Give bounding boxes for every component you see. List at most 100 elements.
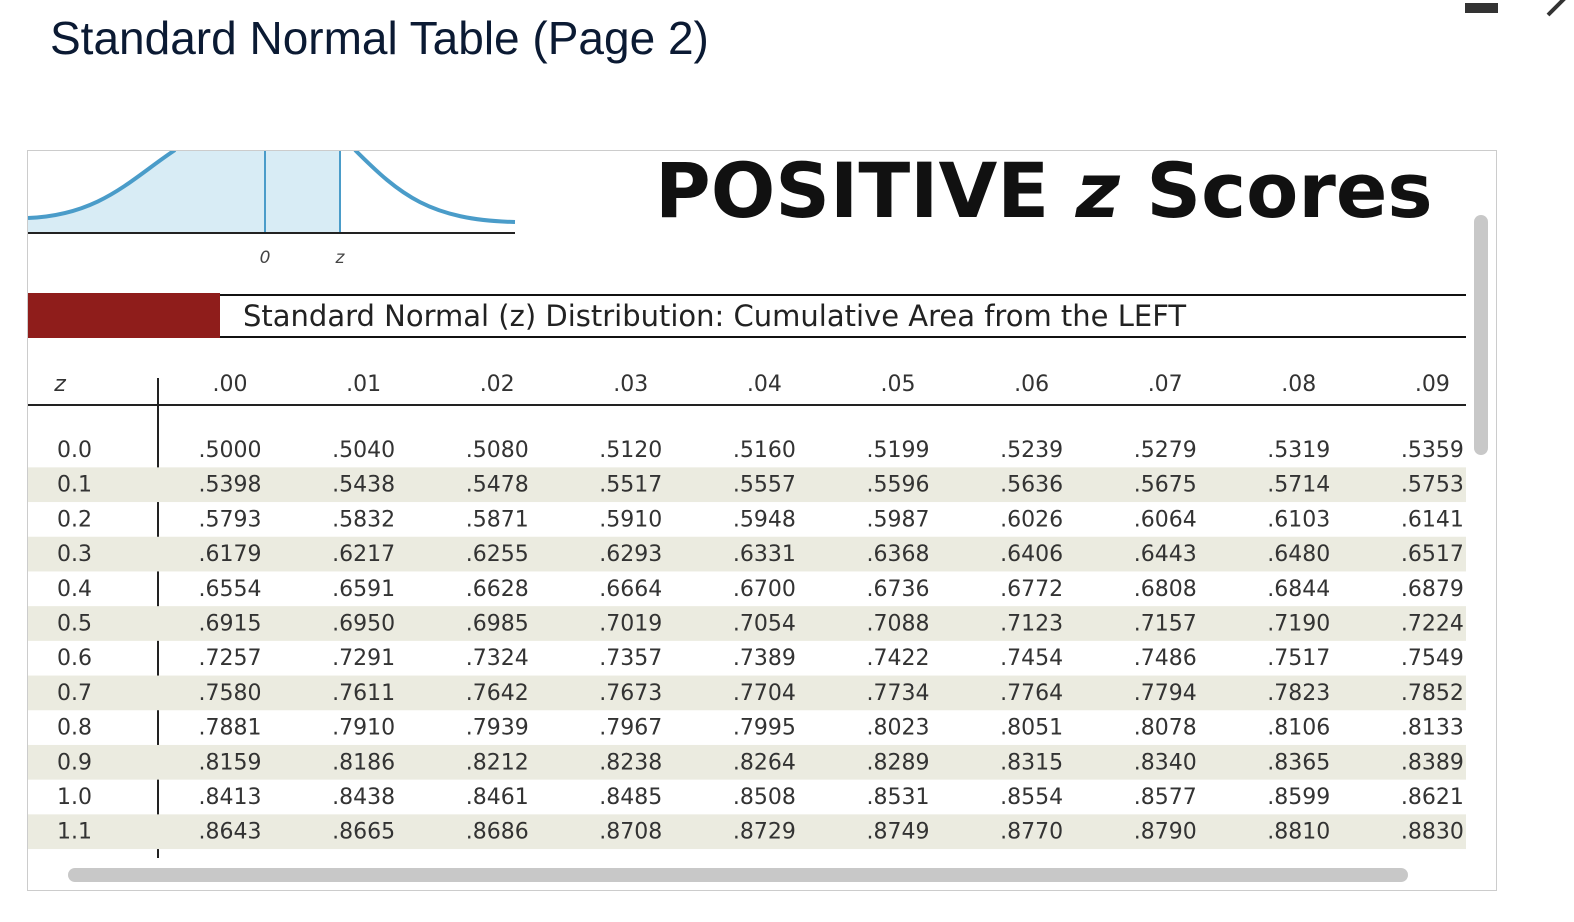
column-header: .01 (346, 372, 381, 397)
cell: .7389 (733, 646, 796, 671)
cell: .8729 (733, 820, 796, 845)
column-header: .09 (1415, 372, 1450, 397)
column-header: .06 (1014, 372, 1049, 397)
cell: .5910 (599, 507, 662, 532)
cell: .6141 (1401, 507, 1464, 532)
cell: .7291 (332, 646, 395, 671)
cell: .8599 (1267, 785, 1330, 810)
subtitle: Standard Normal (z) Distribution: Cumula… (243, 299, 1186, 333)
cell: .8643 (199, 820, 262, 845)
curve (28, 151, 177, 220)
cell: .6591 (332, 577, 395, 602)
subtitle-rule (220, 294, 1466, 338)
cell: .6406 (1000, 542, 1063, 567)
cell: .5793 (199, 507, 262, 532)
z-value: 0.4 (57, 577, 92, 602)
cell: .8708 (599, 820, 662, 845)
curve-fill (265, 151, 340, 232)
cell: .8133 (1401, 716, 1464, 741)
cell: .8186 (332, 750, 395, 775)
cell: .5000 (199, 438, 262, 463)
cell: .5438 (332, 473, 395, 498)
cell: .8365 (1267, 750, 1330, 775)
minimize-button[interactable] (1465, 3, 1498, 13)
cell: .6179 (199, 542, 262, 567)
vertical-scrollbar[interactable] (1474, 215, 1488, 455)
row-shading (28, 467, 1466, 503)
cell: .5948 (733, 507, 796, 532)
cell: .7517 (1267, 646, 1330, 671)
cell: .6064 (1134, 507, 1197, 532)
cell: .6736 (867, 577, 930, 602)
page-title: Standard Normal Table (Page 2) (50, 12, 709, 64)
cell: .5832 (332, 507, 395, 532)
heading-part: POSITIVE (655, 146, 1049, 235)
cell: .7823 (1267, 681, 1330, 706)
cell: .8106 (1267, 716, 1330, 741)
cell: .5714 (1267, 473, 1330, 498)
cell: .5279 (1134, 438, 1197, 463)
cell: .5398 (199, 473, 262, 498)
z-value: 0.1 (57, 473, 92, 498)
cell: .5675 (1134, 473, 1197, 498)
cell: .6026 (1000, 507, 1063, 532)
curve-label: 0 (260, 248, 271, 268)
row-shading (28, 814, 1466, 850)
cell: .6103 (1267, 507, 1330, 532)
z-value: 1.0 (57, 785, 92, 810)
column-header: .03 (613, 372, 648, 397)
curve (353, 151, 516, 224)
cell: .5557 (733, 473, 796, 498)
cell: .5359 (1401, 438, 1464, 463)
cell: .7486 (1134, 646, 1197, 671)
z-value: 0.9 (57, 750, 92, 775)
cell: .6217 (332, 542, 395, 567)
cell: .7580 (199, 681, 262, 706)
cell: .8577 (1134, 785, 1197, 810)
cell: .8686 (466, 820, 529, 845)
cell: .8665 (332, 820, 395, 845)
cell: .7673 (599, 681, 662, 706)
cell: .8461 (466, 785, 529, 810)
cell: .8159 (199, 750, 262, 775)
cell: .7794 (1134, 681, 1197, 706)
cell: .8508 (733, 785, 796, 810)
cell: .8023 (867, 716, 930, 741)
cell: .7224 (1401, 612, 1464, 637)
cell: .6664 (599, 577, 662, 602)
cell: .8621 (1401, 785, 1464, 810)
z-value: 0.5 (57, 612, 92, 637)
cell: .5871 (466, 507, 529, 532)
cell: .6554 (199, 577, 262, 602)
cell: .7019 (599, 612, 662, 637)
cell: .7123 (1000, 612, 1063, 637)
cell: .7764 (1000, 681, 1063, 706)
curve-fill (28, 151, 265, 232)
z-value: 1.1 (57, 820, 92, 845)
z-value: 0.0 (57, 438, 92, 463)
cell: .7454 (1000, 646, 1063, 671)
cell: .5239 (1000, 438, 1063, 463)
cell: .7852 (1401, 681, 1464, 706)
heading-part: Scores (1146, 146, 1432, 235)
row-shading (28, 606, 1466, 641)
cell: .7881 (199, 716, 262, 741)
cell: .6772 (1000, 577, 1063, 602)
figure-heading: POSITIVE z Scores (655, 146, 1433, 235)
z-value: 0.8 (57, 716, 92, 741)
cell: .6915 (199, 612, 262, 637)
cell: .5636 (1000, 473, 1063, 498)
cell: .7190 (1267, 612, 1330, 637)
cell: .5987 (867, 507, 930, 532)
cell: .5199 (867, 438, 930, 463)
cell: .8289 (867, 750, 930, 775)
cell: .6255 (466, 542, 529, 567)
cell: .7088 (867, 612, 930, 637)
close-button[interactable] (1546, 0, 1566, 17)
cell: .5478 (466, 473, 529, 498)
cell: .8212 (466, 750, 529, 775)
cell: .8531 (867, 785, 930, 810)
cell: .5120 (599, 438, 662, 463)
horizontal-scrollbar[interactable] (68, 868, 1408, 882)
